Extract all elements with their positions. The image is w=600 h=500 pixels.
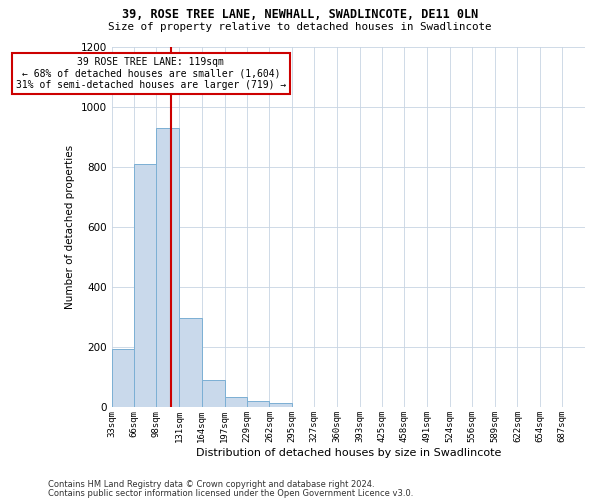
Bar — [179, 318, 202, 407]
Bar — [224, 397, 247, 407]
Bar — [157, 128, 179, 407]
Text: 39, ROSE TREE LANE, NEWHALL, SWADLINCOTE, DE11 0LN: 39, ROSE TREE LANE, NEWHALL, SWADLINCOTE… — [122, 8, 478, 20]
Bar — [202, 380, 224, 407]
Text: 39 ROSE TREE LANE: 119sqm
← 68% of detached houses are smaller (1,604)
31% of se: 39 ROSE TREE LANE: 119sqm ← 68% of detac… — [16, 57, 286, 90]
Text: Contains public sector information licensed under the Open Government Licence v3: Contains public sector information licen… — [48, 489, 413, 498]
Y-axis label: Number of detached properties: Number of detached properties — [65, 144, 75, 309]
Text: Size of property relative to detached houses in Swadlincote: Size of property relative to detached ho… — [108, 22, 492, 32]
Bar — [269, 404, 292, 407]
Text: Contains HM Land Registry data © Crown copyright and database right 2024.: Contains HM Land Registry data © Crown c… — [48, 480, 374, 489]
Bar — [112, 349, 134, 407]
X-axis label: Distribution of detached houses by size in Swadlincote: Distribution of detached houses by size … — [196, 448, 501, 458]
Bar — [134, 164, 157, 407]
Bar — [247, 401, 269, 407]
